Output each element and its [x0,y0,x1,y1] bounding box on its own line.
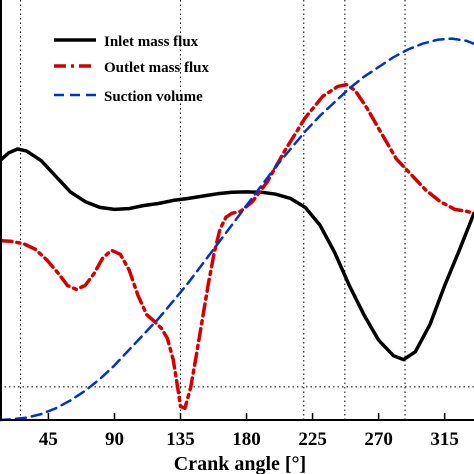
plot-area: 45 90 135 180 225 270 315 [0,0,474,450]
legend-label-inlet-mass-flux: Inlet mass flux [104,34,199,50]
series-line-suction-volume [0,37,474,422]
x-tick-label-225: 225 [298,429,327,450]
x-tick-label-180: 180 [232,429,261,450]
x-tick-label-90: 90 [105,429,124,450]
legend: Inlet mass flux Outlet mass flux Suction… [54,34,210,105]
x-tick-label-45: 45 [39,429,58,450]
x-axis-title: Crank angle [°] [174,453,306,474]
x-tick-label-135: 135 [166,429,195,450]
legend-label-suction-volume: Suction volume [104,89,203,105]
x-tick-label-315: 315 [430,429,459,450]
legend-label-outlet-mass-flux: Outlet mass flux [104,60,210,76]
x-tick-label-270: 270 [364,429,393,450]
series-line-inlet-mass-flux [0,147,474,362]
series-line-outlet-mass-flux [0,82,474,411]
